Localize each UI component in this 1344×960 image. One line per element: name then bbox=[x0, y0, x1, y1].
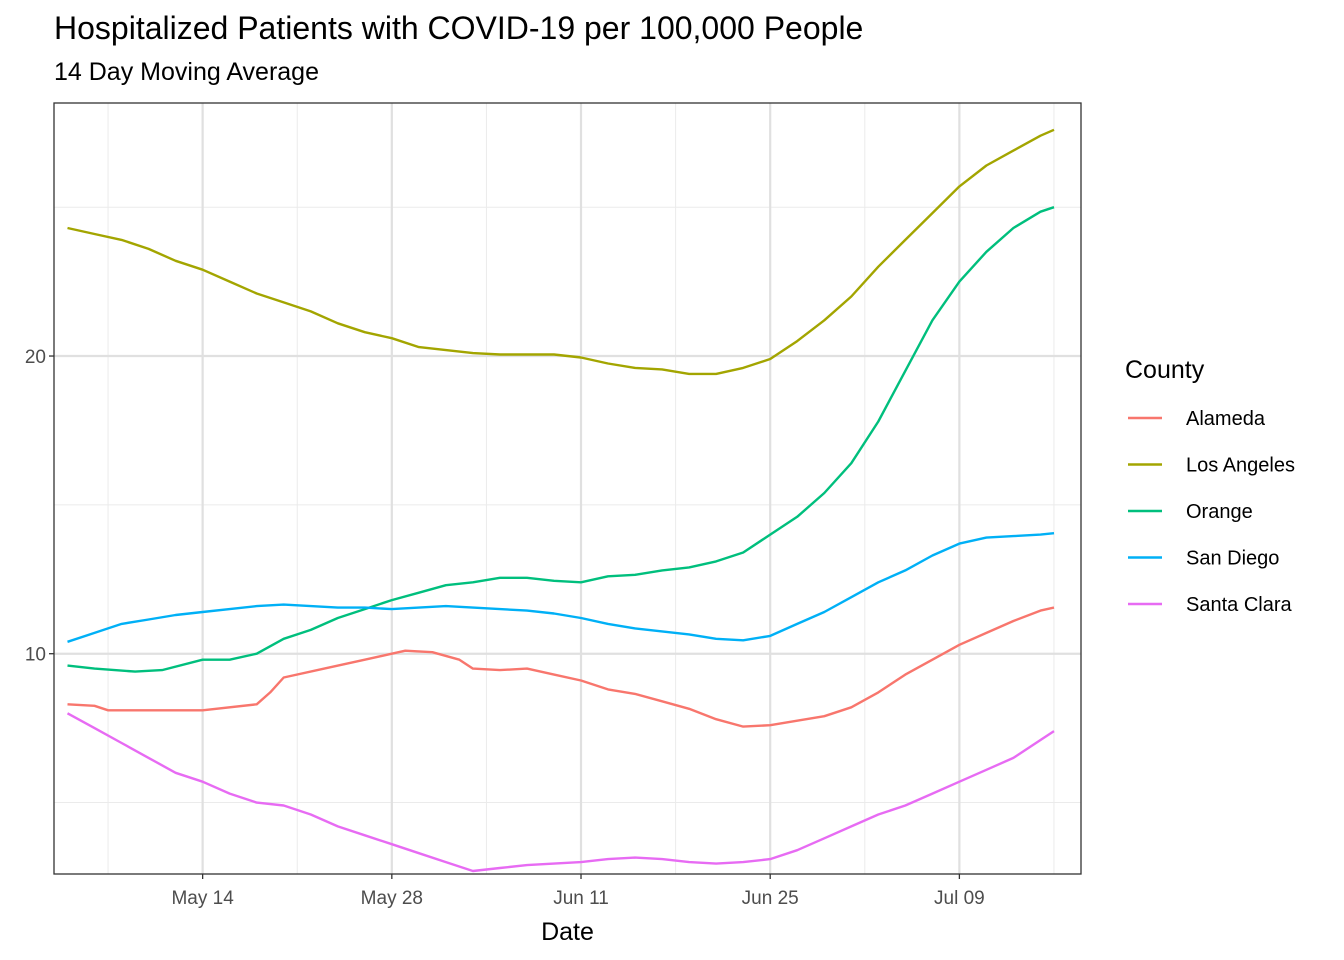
x-axis-title: Date bbox=[541, 918, 594, 946]
axes: 10 20 May 14 May 28 Jun 11 Jun 25 Jul 09 bbox=[25, 347, 985, 909]
series-line-san-diego bbox=[67, 532, 1055, 643]
legend-label-orange: Orange bbox=[1186, 501, 1253, 523]
panel-border bbox=[53, 102, 1082, 875]
legend-title: County bbox=[1125, 356, 1205, 384]
legend-label-santa-clara: Santa Clara bbox=[1186, 594, 1292, 616]
legend: County Alameda Los Angeles Orange San Diego… bbox=[1125, 356, 1295, 616]
series-lines bbox=[66, 128, 1055, 873]
legend-label-los-angeles: Los Angeles bbox=[1186, 455, 1295, 477]
legend-label-alameda: Alameda bbox=[1186, 408, 1266, 430]
legend-label-san-diego: San Diego bbox=[1186, 548, 1279, 570]
chart-title: Hospitalized Patients with COVID-19 per … bbox=[54, 10, 864, 46]
x-tick-label: May 14 bbox=[171, 888, 234, 909]
series-line-los-angeles bbox=[67, 128, 1055, 376]
y-tick-label: 10 bbox=[25, 645, 46, 666]
chart-subtitle: 14 Day Moving Average bbox=[54, 58, 319, 86]
x-tick-label: Jun 25 bbox=[742, 888, 799, 909]
series-line-santa-clara bbox=[66, 712, 1055, 873]
series-line-orange bbox=[67, 206, 1055, 673]
x-tick-label: Jul 09 bbox=[934, 888, 985, 909]
y-tick-label: 20 bbox=[25, 347, 46, 368]
x-tick-label: Jun 11 bbox=[553, 888, 609, 909]
series-line-alameda bbox=[67, 606, 1055, 728]
x-tick-label: May 28 bbox=[361, 888, 423, 909]
